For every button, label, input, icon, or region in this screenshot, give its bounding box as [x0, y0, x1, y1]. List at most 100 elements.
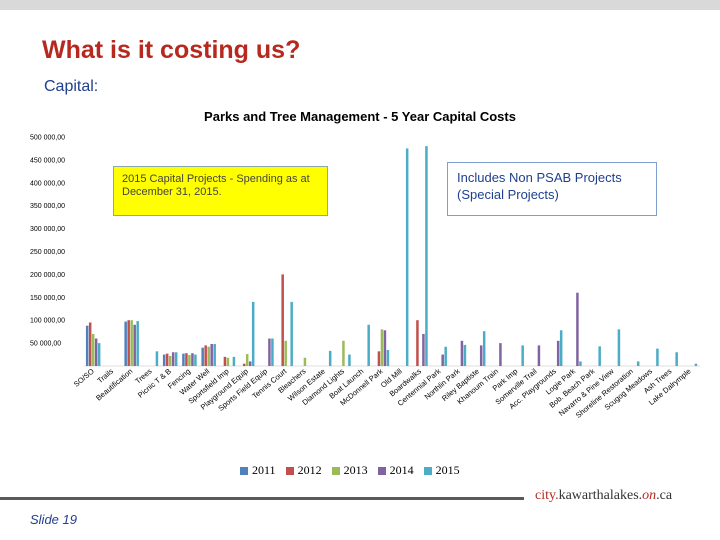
bar-2015 [290, 301, 293, 366]
bar-2014 [210, 344, 213, 366]
bar-2011 [182, 353, 185, 366]
bar-2015 [348, 354, 351, 366]
bar-2014 [576, 292, 579, 366]
bar-2012 [185, 353, 188, 366]
slide-subtitle: Capital: [44, 78, 99, 95]
y-tick-label: 500 000,00 [30, 135, 65, 142]
bar-2013 [245, 354, 249, 366]
bar-2015 [636, 361, 640, 366]
bar-2011 [201, 347, 204, 366]
bars-group [85, 146, 698, 366]
bar-2015 [521, 345, 524, 366]
bar-2013 [380, 329, 384, 366]
callout-capital-projects: 2015 Capital Projects - Spending as at D… [113, 166, 328, 216]
y-tick-label: 350 000,00 [30, 203, 65, 210]
bar-2012 [204, 345, 207, 366]
bar-2014 [479, 345, 483, 366]
y-tick-label: 300 000,00 [30, 226, 65, 233]
footer-divider [0, 497, 524, 500]
bar-2015 [463, 344, 467, 366]
bar-2014 [460, 340, 464, 366]
bar-2012 [281, 274, 284, 366]
bar-2013 [303, 357, 307, 366]
legend-label: 2012 [297, 463, 322, 477]
bar-2014 [248, 361, 252, 366]
legend-label: 2014 [389, 463, 414, 477]
slide-number: Slide 19 [30, 512, 77, 527]
bar-2013 [91, 333, 95, 366]
bar-2015 [174, 352, 178, 366]
legend-swatch [377, 466, 386, 475]
y-tick-label: 50 000,00 [30, 341, 61, 348]
y-tick-label: 450 000,00 [30, 157, 65, 164]
bar-2015 [598, 346, 601, 366]
bar-2014 [268, 338, 271, 366]
bar-2013 [207, 346, 210, 366]
bar-2014 [537, 345, 541, 366]
bar-2015 [444, 346, 447, 366]
bar-2015 [656, 348, 659, 366]
bar-2015 [232, 356, 236, 366]
bar-2013 [284, 340, 287, 366]
bar-2014 [191, 353, 194, 366]
bar-2011 [85, 325, 89, 366]
legend-swatch [423, 466, 432, 475]
legend-label: 2015 [435, 463, 460, 477]
bar-2015 [97, 343, 101, 366]
bar-2015 [136, 321, 139, 366]
bar-2013 [342, 340, 345, 366]
url-mid: . [638, 488, 643, 503]
legend-swatch [285, 466, 294, 475]
bar-2015 [617, 329, 621, 366]
chart-title: Parks and Tree Management - 5 Year Capit… [204, 109, 516, 124]
bar-2014 [94, 338, 98, 366]
url-brand: kawarthalakes [558, 488, 639, 503]
x-tick-label: SO/SO [72, 367, 96, 389]
bar-2013 [130, 320, 133, 366]
bar-2012 [127, 320, 130, 366]
bar-2015 [328, 350, 332, 366]
bar-2014 [171, 352, 175, 366]
bar-2011 [162, 354, 166, 366]
y-tick-label: 250 000,00 [30, 249, 65, 256]
bar-2012 [88, 322, 92, 366]
bar-2015 [559, 330, 563, 366]
bar-2011 [124, 321, 127, 366]
y-tick-label: 100 000,00 [30, 318, 65, 325]
bar-2015 [579, 361, 582, 366]
bar-2014 [441, 354, 444, 366]
footer-url: city.kawarthalakes.on.ca [535, 488, 672, 504]
legend-swatch [240, 466, 248, 475]
y-tick-label: 200 000,00 [30, 272, 65, 279]
bar-2015 [482, 331, 486, 366]
legend-swatch [331, 466, 340, 475]
bar-2012 [165, 353, 169, 366]
bar-2015 [675, 352, 678, 366]
legend-item: 2015 [423, 463, 460, 478]
bar-2015 [251, 301, 255, 366]
url-suffix: .ca [656, 488, 673, 503]
bar-2015 [155, 351, 159, 366]
bar-2015 [194, 354, 197, 366]
legend-label: 2011 [252, 463, 276, 477]
url-prefix: city. [535, 488, 559, 503]
top-bar [0, 0, 720, 10]
bar-2014 [383, 330, 387, 366]
bar-2015 [405, 148, 409, 366]
legend-item: 2012 [285, 463, 322, 478]
bar-2013 [168, 355, 172, 366]
chart-legend: 2011 2012 2013 2014 2015 [240, 463, 460, 478]
bar-2012 [223, 356, 227, 366]
bar-2013 [226, 357, 230, 366]
legend-item: 2014 [377, 463, 414, 478]
legend-item: 2013 [331, 463, 368, 478]
bar-2014 [422, 333, 425, 366]
bar-2012 [242, 363, 246, 366]
bar-2015 [694, 363, 698, 366]
bar-2015 [425, 146, 428, 366]
callout-non-psab: Includes Non PSAB Projects (Special Proj… [447, 162, 657, 216]
url-on: on [642, 488, 657, 503]
bar-2015 [213, 344, 216, 366]
